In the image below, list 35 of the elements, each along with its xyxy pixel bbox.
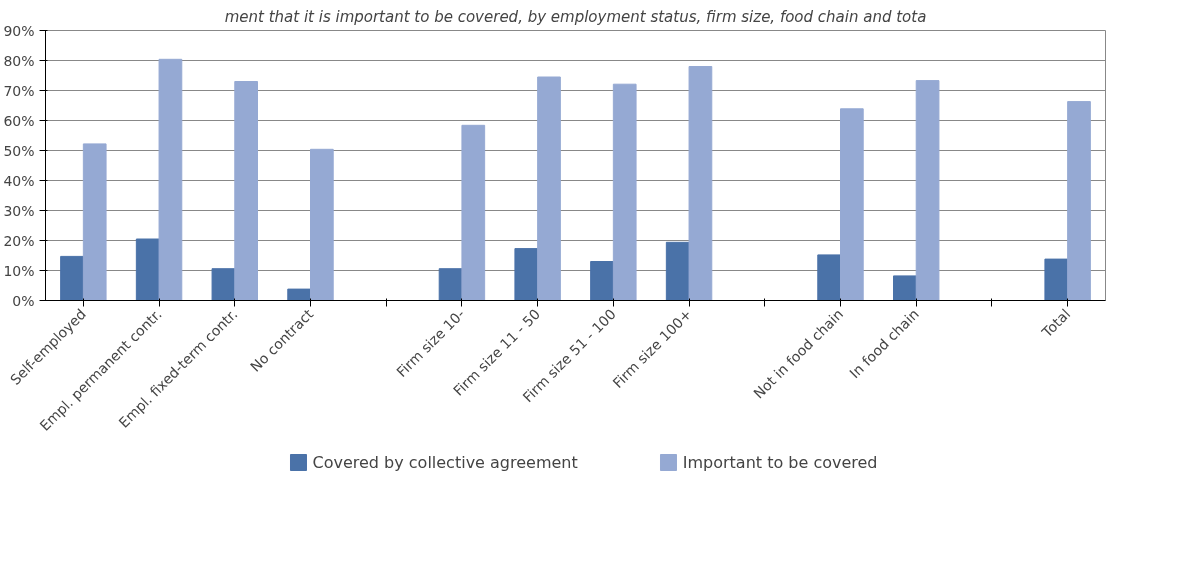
bar: [310, 148, 334, 301]
bar: [688, 66, 713, 301]
y-tick-label: 40%: [3, 172, 35, 189]
legend-label: Covered by collective agreement: [312, 452, 578, 472]
bar: [461, 124, 486, 301]
bar: [1044, 258, 1069, 301]
y-tick-label: 80%: [3, 52, 35, 69]
chart-title: ment that it is important to be covered, by employment status, firm size, food chain and tota: [224, 7, 927, 26]
bar: [158, 58, 183, 301]
bar: [817, 254, 841, 301]
bar: [915, 80, 940, 301]
bar: [234, 81, 258, 301]
bar: [82, 143, 107, 301]
bar: [612, 83, 637, 301]
bar: [840, 108, 864, 301]
bar: [287, 288, 311, 301]
bar: [135, 238, 160, 301]
y-tick-label: 10%: [3, 262, 35, 279]
bar: [537, 76, 561, 301]
bar: [590, 261, 614, 301]
bar: [514, 248, 539, 301]
y-tick-label: 0%: [12, 292, 35, 309]
y-tick-label: 90%: [3, 22, 35, 39]
bar: [893, 275, 917, 301]
y-tick-label: 20%: [3, 232, 35, 249]
y-tick-label: 60%: [3, 112, 35, 129]
bar: [665, 241, 690, 301]
y-tick-label: 50%: [3, 142, 35, 159]
bar: [1067, 101, 1091, 301]
bar: [211, 268, 236, 301]
legend-label: Important to be covered: [682, 452, 878, 472]
bar: [60, 255, 84, 301]
y-tick-label: 70%: [3, 82, 35, 99]
bar: [438, 268, 463, 301]
y-tick-label: 30%: [3, 202, 35, 219]
